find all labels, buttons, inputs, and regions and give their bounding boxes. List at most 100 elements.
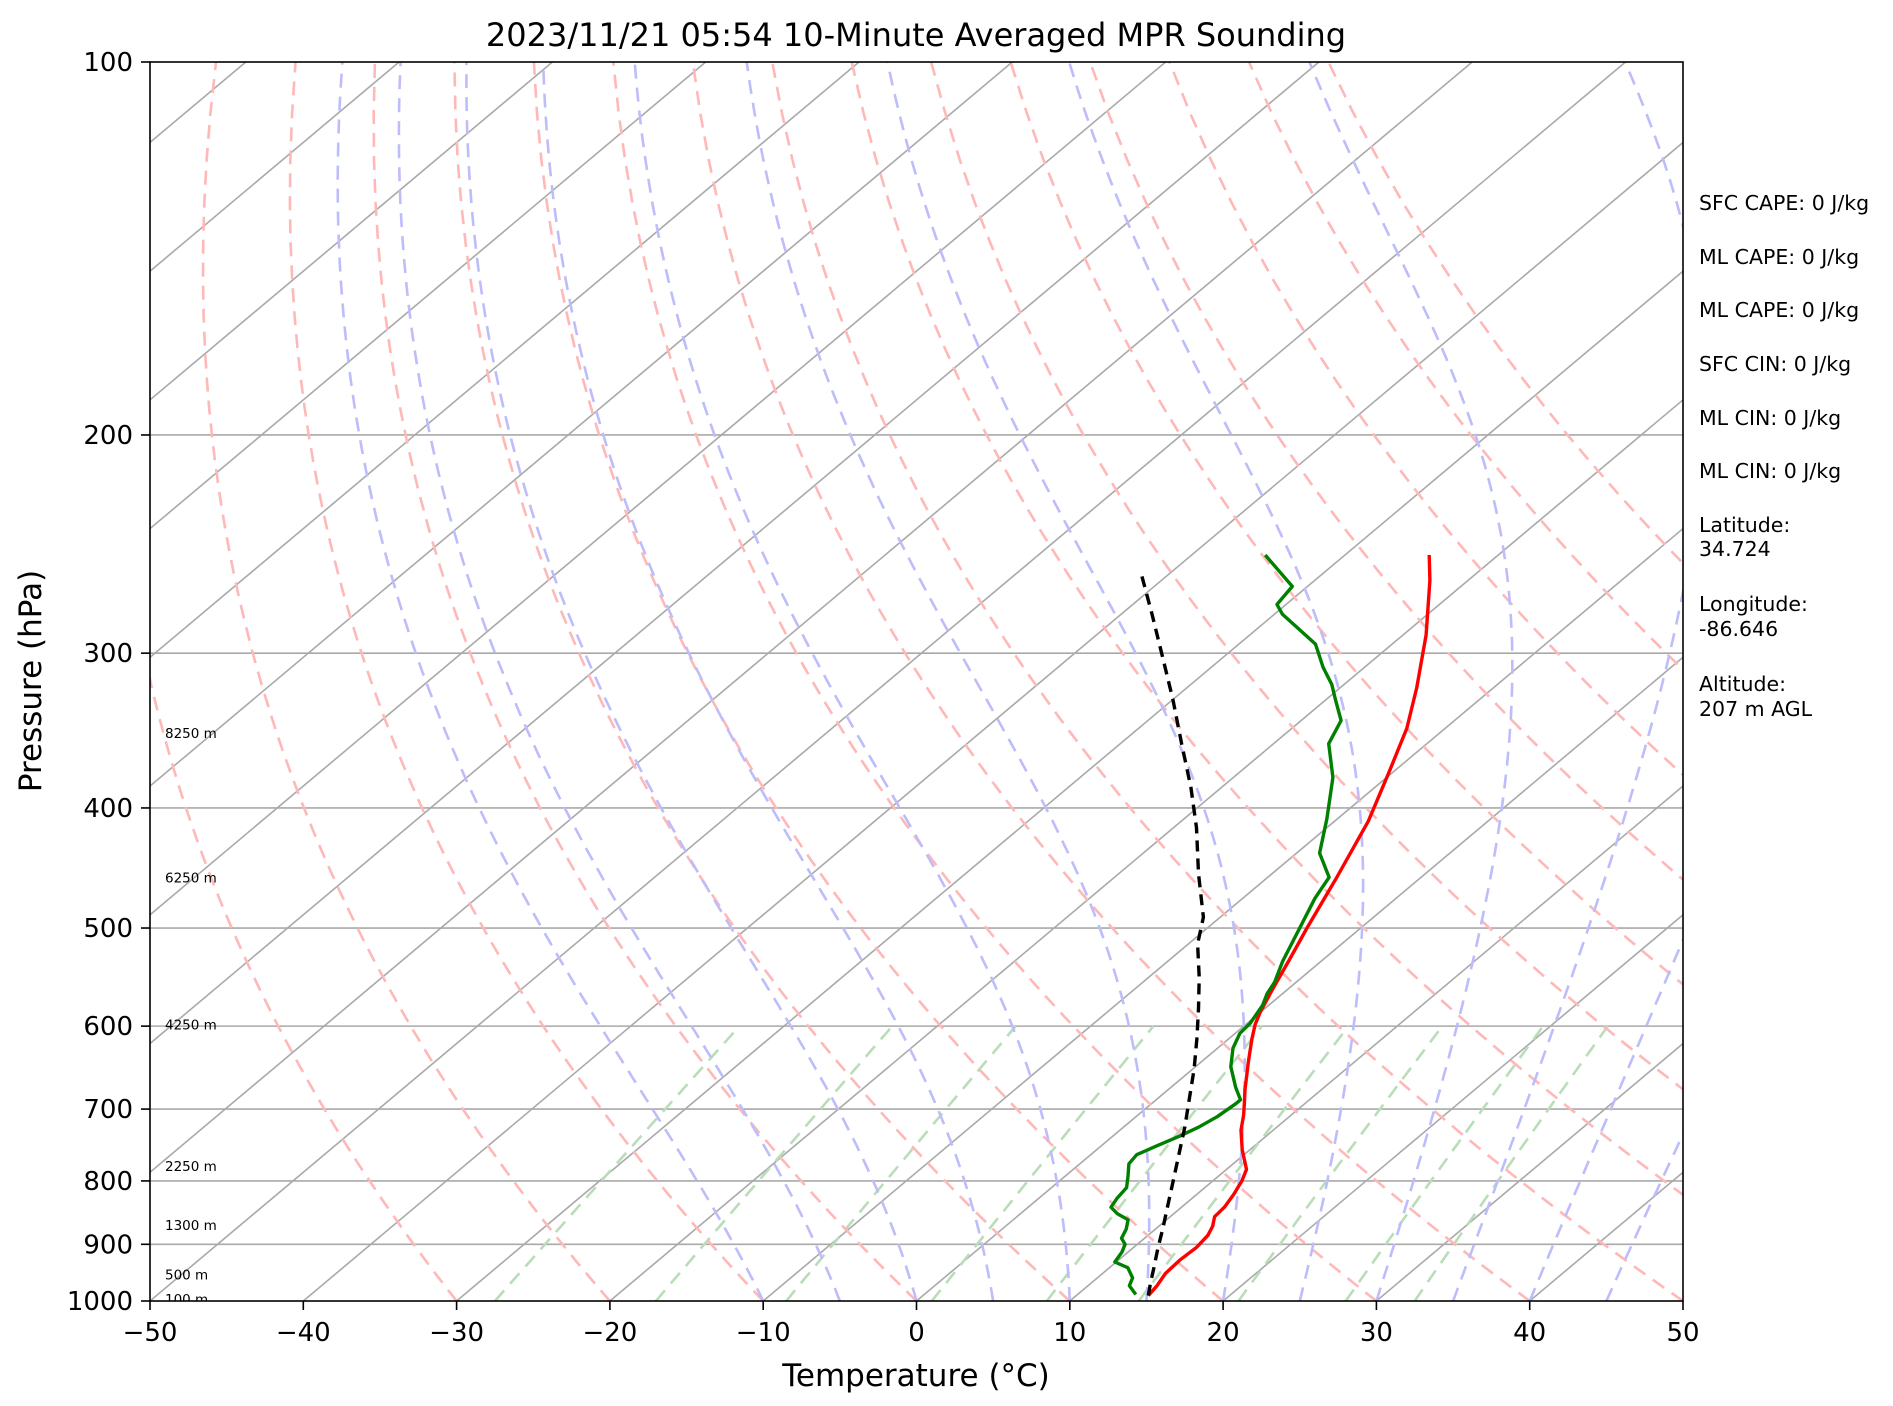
sounding-parameter-line: SFC CAPE: 0 J/kg — [1699, 191, 1869, 215]
height-label: 100 m — [165, 1292, 208, 1308]
moist-adiabats — [336, 62, 1683, 1301]
x-tick-label: 50 — [1666, 1318, 1699, 1348]
height-label: 4250 m — [165, 1017, 217, 1033]
isotherm-line — [302, 141, 1683, 1301]
sounding-parameter-line: 207 m AGL — [1699, 697, 1813, 721]
dry-adiabat-line — [150, 673, 458, 1301]
moist-adiabat-line — [336, 62, 765, 1301]
sounding-parameter-line: ML CAPE: 0 J/kg — [1699, 298, 1859, 322]
y-tick-label: 300 — [83, 639, 133, 669]
y-axis-label: Pressure (hPa) — [13, 570, 49, 792]
y-tick-label: 600 — [83, 1012, 133, 1042]
dry-adiabat-line — [532, 62, 1224, 1301]
isotherm-line — [150, 62, 1473, 1174]
x-tick-label: −30 — [429, 1318, 484, 1348]
isotherm-line — [1222, 913, 1683, 1301]
mixing-ratio-line — [1137, 1025, 1350, 1301]
x-tick-label: 0 — [908, 1318, 925, 1348]
isotherm-line — [150, 62, 707, 530]
isotherm-line — [150, 62, 1013, 788]
sounding-parameter-line: Altitude: — [1699, 672, 1786, 696]
x-tick-label: −40 — [276, 1318, 331, 1348]
x-axis-label: Temperature (°C) — [781, 1358, 1050, 1394]
isotherm-line — [915, 656, 1683, 1301]
sounding-parameter-line: Longitude: — [1699, 592, 1808, 616]
x-tick-label: 20 — [1207, 1318, 1240, 1348]
isotherm-line — [609, 398, 1683, 1301]
isotherm-line — [762, 527, 1683, 1301]
moist-adiabat-line — [1605, 1131, 1683, 1301]
dry-adiabat-line — [770, 62, 1683, 1301]
height-label: 1300 m — [165, 1218, 217, 1234]
isotherm-line — [1375, 1042, 1683, 1301]
x-tick-label: −10 — [736, 1318, 791, 1348]
moist-adiabat-line — [397, 62, 842, 1301]
mixing-ratio-line — [654, 1025, 894, 1301]
isotherm-line — [1069, 785, 1683, 1301]
sounding-parameter-line: ML CIN: 0 J/kg — [1699, 406, 1841, 430]
dry-adiabats — [150, 62, 1683, 1301]
isotherm-line — [456, 270, 1683, 1301]
moist-adiabat-line — [465, 62, 918, 1301]
dry-adiabat-line — [1088, 62, 1683, 882]
plot-area: 100 m 500 m 1300 m 2250 m 4250 m 6250 m 8250 m — [150, 62, 1683, 1308]
moist-adiabat-line — [633, 62, 1072, 1301]
sounding-series-line — [1138, 569, 1206, 1296]
dry-adiabat-line — [612, 62, 1378, 1301]
height-label: 500 m — [165, 1268, 208, 1284]
sounding-profiles — [1109, 553, 1432, 1297]
moist-adiabat-line — [1308, 62, 1514, 1301]
dry-adiabat-line — [1009, 62, 1683, 987]
y-tick-label: 700 — [83, 1095, 133, 1125]
sounding-series-line — [1109, 553, 1343, 1296]
sounding-parameter-line: Latitude: — [1699, 513, 1790, 537]
y-axis-ticks: 1000 900 800 700 600 500 400 300 200 100 — [67, 48, 150, 1317]
isotherm-line — [150, 62, 400, 273]
x-tick-label: −20 — [582, 1318, 637, 1348]
dry-adiabat-line — [691, 62, 1531, 1301]
sounding-parameter-line: 34.724 — [1699, 537, 1771, 561]
y-tick-label: 100 — [83, 48, 133, 78]
moist-adiabat-line — [1451, 62, 1683, 1301]
mixing-ratio-line — [930, 1025, 1155, 1301]
dry-adiabat-line — [288, 62, 765, 1301]
height-labels: 100 m 500 m 1300 m 2250 m 4250 m 6250 m 8250 m — [165, 726, 217, 1308]
height-label: 6250 m — [165, 870, 217, 886]
dry-adiabat-line — [453, 62, 1071, 1301]
x-tick-label: 40 — [1513, 1318, 1546, 1348]
isotherm-line — [150, 62, 553, 401]
moist-adiabat-line — [745, 62, 1151, 1301]
isotherm-line — [150, 62, 860, 659]
dry-adiabat-line — [372, 62, 918, 1301]
dry-adiabat-line — [1327, 62, 1683, 566]
skewed-isotherms — [150, 62, 1683, 1301]
x-axis-ticks: −50 −40 −30 −20 −10 0 10 20 30 40 50 — [123, 1301, 1700, 1348]
mixing-ratio-line — [785, 1025, 1017, 1301]
sounding-parameter-line: SFC CIN: 0 J/kg — [1699, 352, 1851, 376]
moist-adiabat-line — [886, 62, 1246, 1301]
y-tick-label: 800 — [83, 1167, 133, 1197]
moist-adiabat-line — [1067, 62, 1365, 1301]
moist-adiabat-line — [541, 62, 995, 1301]
sounding-parameters-panel: SFC CAPE: 0 J/kg ML CAPE: 0 J/kg ML CAPE: … — [1699, 191, 1869, 721]
isotherm-line — [150, 62, 1626, 1301]
height-label: 2250 m — [165, 1159, 217, 1175]
mixing-ratio-line — [1045, 1025, 1263, 1301]
mixing-ratio-line — [493, 1025, 741, 1301]
y-tick-label: 200 — [83, 421, 133, 451]
y-tick-label: 500 — [83, 914, 133, 944]
chart-title: 2023/11/21 05:54 10-Minute Averaged MPR … — [486, 16, 1346, 54]
y-tick-label: 400 — [83, 794, 133, 824]
moist-adiabat-line — [1528, 936, 1683, 1301]
sounding-series-line — [1147, 554, 1432, 1297]
height-label: 8250 m — [165, 726, 217, 742]
sounding-parameter-line: ML CAPE: 0 J/kg — [1699, 245, 1859, 269]
x-tick-label: 10 — [1053, 1318, 1086, 1348]
mixing-ratio-line — [1344, 1025, 1545, 1301]
x-tick-label: −50 — [123, 1318, 178, 1348]
isotherm-line — [150, 62, 1320, 1045]
sounding-parameter-line: ML CIN: 0 J/kg — [1699, 459, 1841, 483]
dry-adiabat-line — [201, 62, 611, 1301]
